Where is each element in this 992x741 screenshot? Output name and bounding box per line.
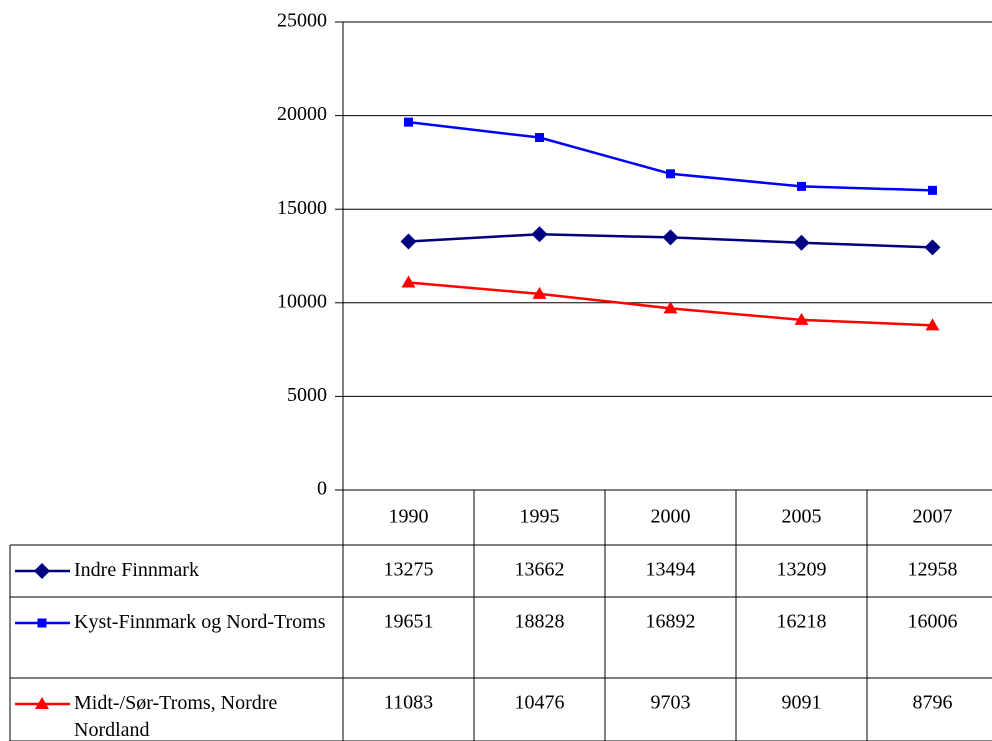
y-tick-label: 20000 xyxy=(277,103,327,125)
y-tick-label: 25000 xyxy=(277,10,327,32)
data-point xyxy=(928,185,937,195)
data-point xyxy=(924,239,941,256)
data-point xyxy=(532,286,547,299)
x-tick-label: 1990 xyxy=(389,506,429,528)
y-tick-label: 15000 xyxy=(277,197,327,219)
x-tick-label: 2007 xyxy=(913,506,953,528)
legend-marker xyxy=(37,618,47,628)
legend-label: Kyst-Finnmark og Nord-Troms xyxy=(74,611,326,633)
y-tick-label: 10000 xyxy=(277,290,327,312)
table-value: 19651 xyxy=(384,611,434,633)
data-point xyxy=(662,229,679,246)
data-point xyxy=(401,275,416,288)
table-value: 9703 xyxy=(651,692,691,714)
table-value: 18828 xyxy=(515,611,565,633)
table-value: 13494 xyxy=(646,559,696,581)
table-value: 16892 xyxy=(646,611,696,633)
data-point xyxy=(797,181,806,191)
data-point xyxy=(404,117,413,127)
table-value: 9091 xyxy=(782,692,822,714)
legend-label-box: Kyst-Finnmark og Nord-Troms xyxy=(74,611,326,633)
data-point xyxy=(663,301,678,314)
table-value: 13275 xyxy=(384,559,434,581)
data-point xyxy=(400,233,417,250)
series-line xyxy=(408,120,933,192)
data-point xyxy=(531,226,548,243)
table-value: 10476 xyxy=(515,692,565,714)
table-value: 16218 xyxy=(777,611,827,633)
legend-label: Midt-/Sør-Troms, Nordre Nordland xyxy=(74,692,278,741)
y-tick-label: 5000 xyxy=(287,384,327,406)
x-tick-label: 2005 xyxy=(782,506,822,528)
table-value: 11083 xyxy=(384,692,433,714)
table-value: 13662 xyxy=(515,559,565,581)
table-value: 12958 xyxy=(908,559,958,581)
data-point xyxy=(794,312,809,325)
table-value: 16006 xyxy=(908,611,958,633)
legend-marker xyxy=(34,563,50,579)
legend-label-box: Midt-/Sør-Troms, Nordre Nordland xyxy=(74,692,278,741)
data-point xyxy=(535,133,544,143)
x-tick-label: 1995 xyxy=(520,506,560,528)
legend-label-box: Indre Finnmark xyxy=(74,559,199,581)
data-point xyxy=(666,169,675,179)
data-point xyxy=(793,234,810,251)
y-tick-label: 0 xyxy=(317,478,327,500)
table-value: 13209 xyxy=(777,559,827,581)
legend-label: Indre Finnmark xyxy=(74,559,199,581)
table-value: 8796 xyxy=(913,692,953,714)
data-point xyxy=(925,318,940,331)
x-tick-label: 2000 xyxy=(651,506,691,528)
legend-marker xyxy=(35,697,49,709)
